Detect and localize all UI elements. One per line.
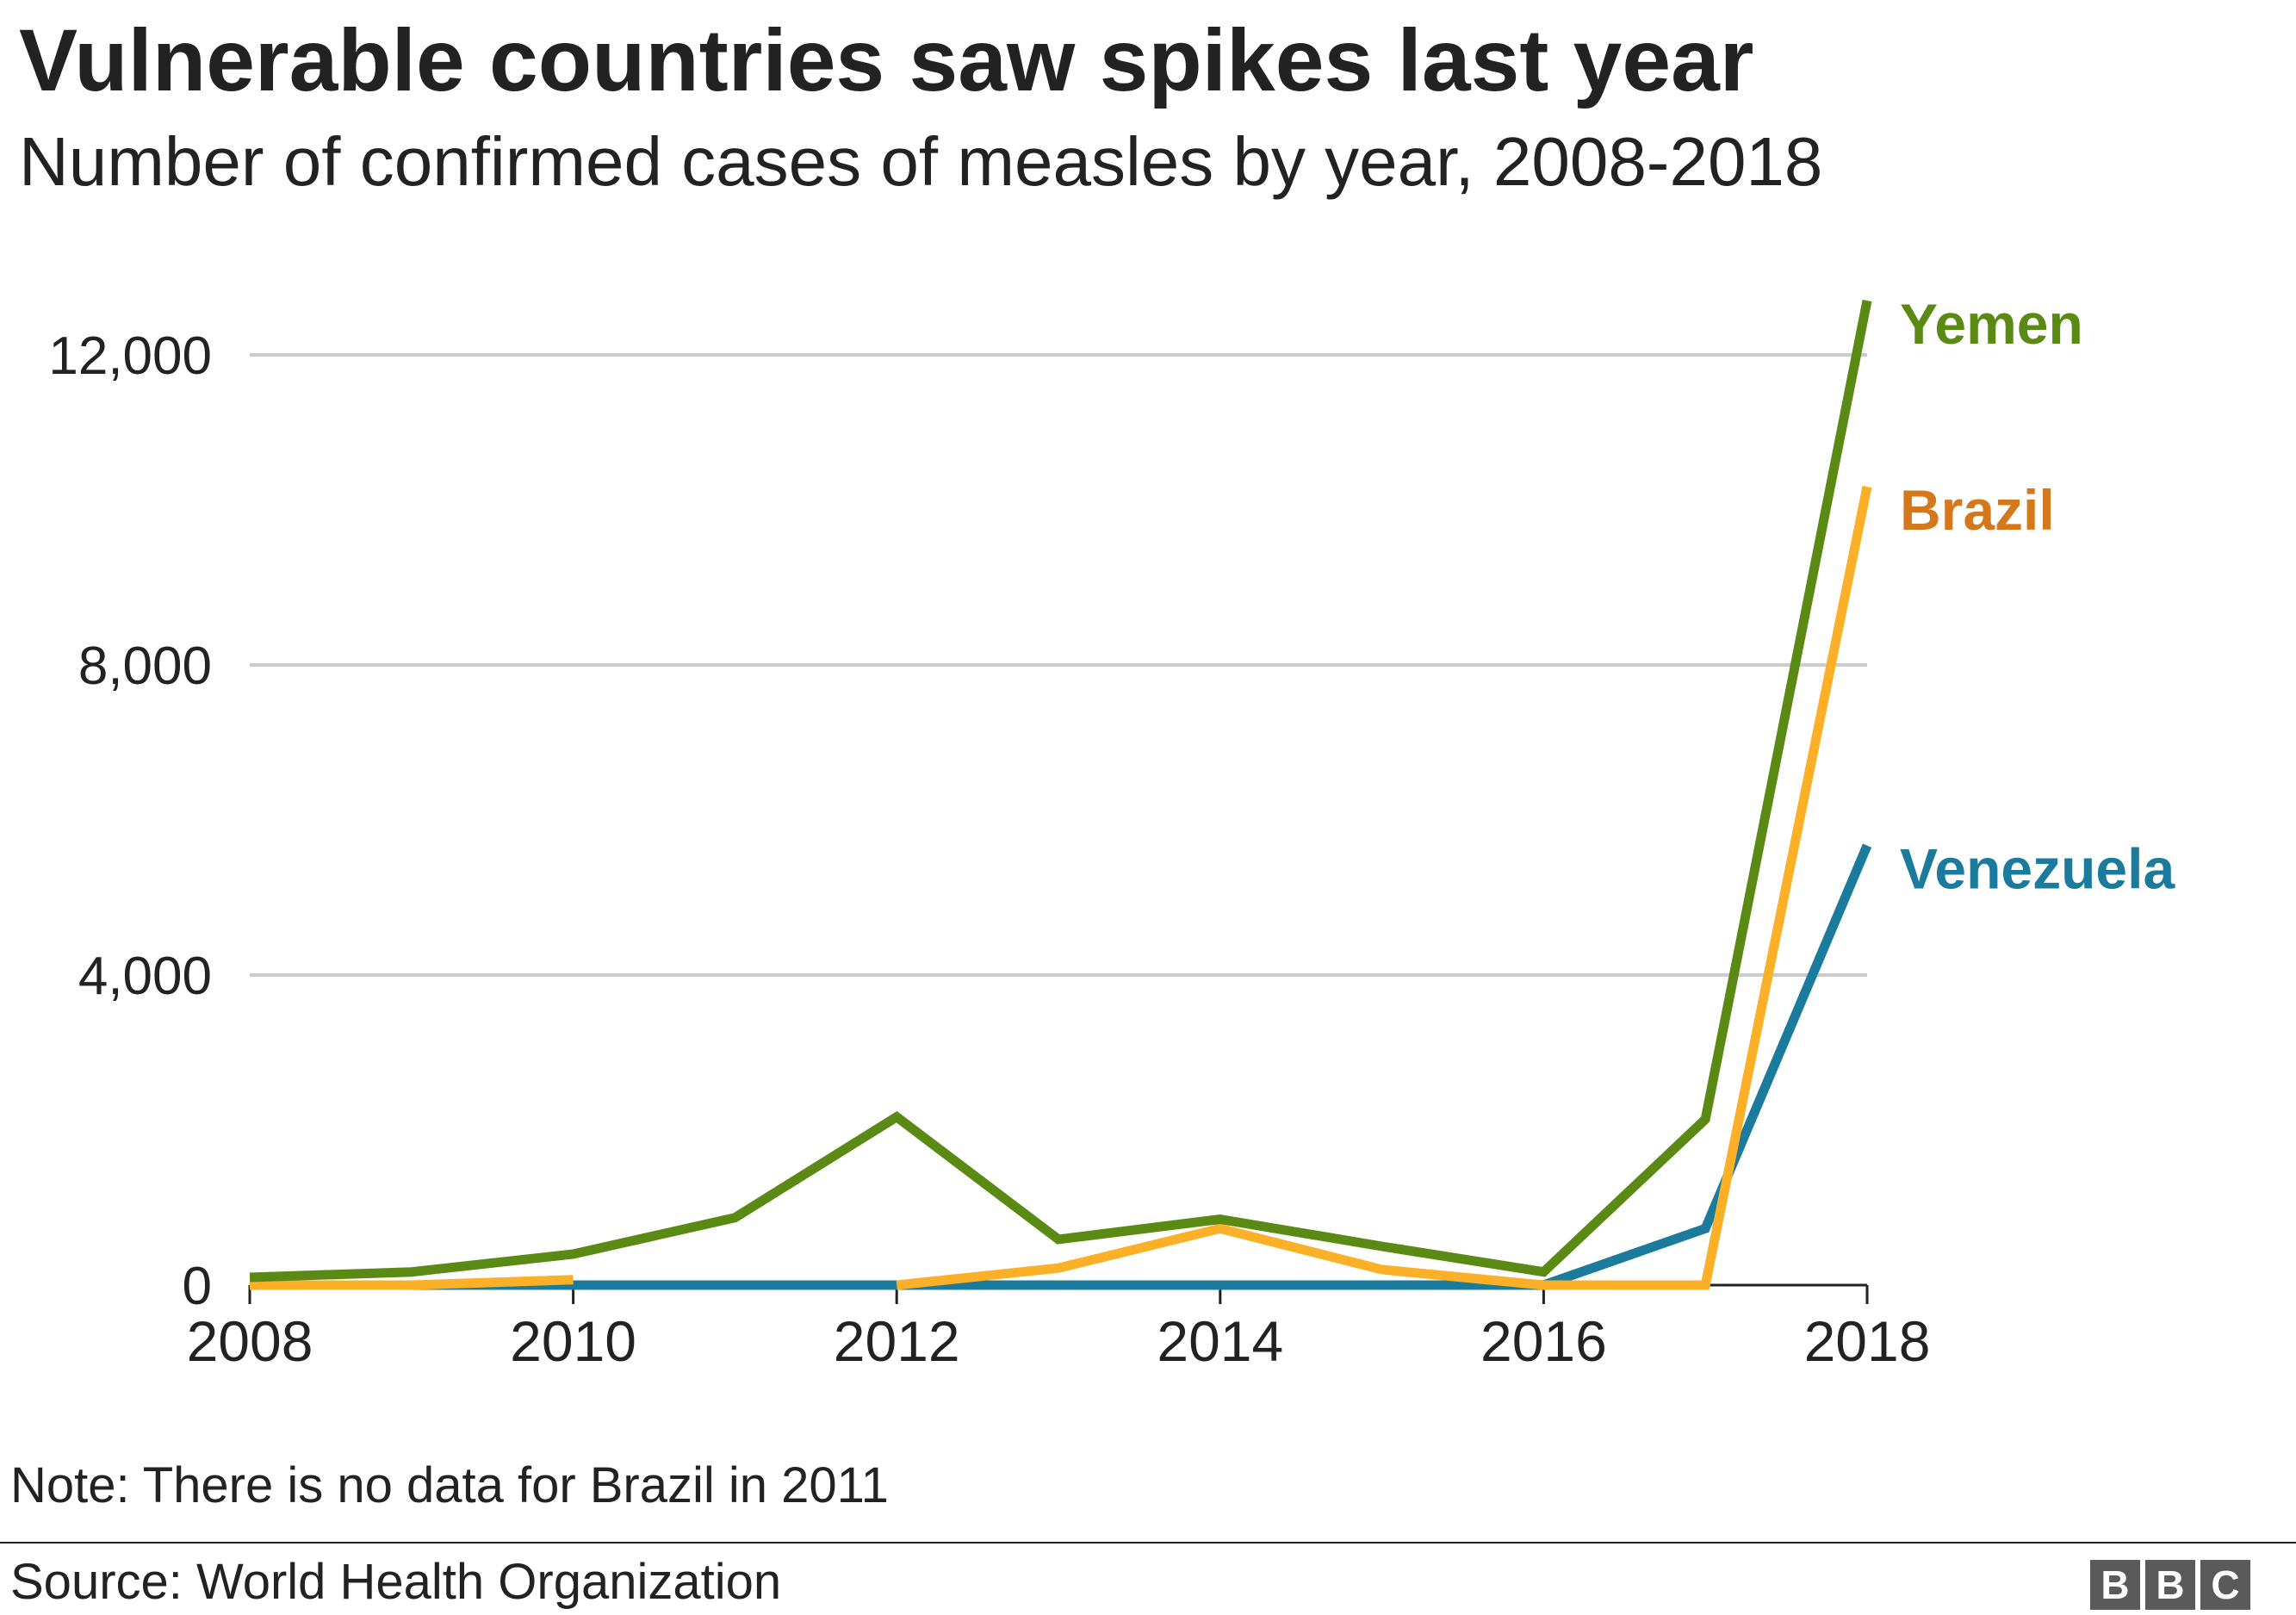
gridlines	[250, 353, 1867, 977]
footer-divider	[0, 1542, 2296, 1544]
series-labels: Yemen Brazil Venezuela	[1900, 292, 2175, 901]
x-tick-label: 2008	[187, 1309, 313, 1373]
y-tick-label: 4,000	[78, 947, 212, 1006]
x-tick-label: 2018	[1804, 1309, 1931, 1373]
chart-title: Vulnerable countries saw spikes last yea…	[19, 11, 1754, 109]
series-label-yemen: Yemen	[1900, 292, 2083, 356]
chart-note: Note: There is no data for Brazil in 201…	[10, 1457, 889, 1513]
y-tick-label: 12,000	[48, 326, 212, 386]
y-tick-label: 8,000	[78, 637, 212, 696]
x-axis: 2008 2010 2012 2014 2016 2018	[187, 1283, 1931, 1373]
chart-source: Source: World Health Organization	[10, 1554, 782, 1610]
bbc-logo-letter: B	[2145, 1560, 2195, 1610]
x-tick-label: 2010	[510, 1309, 636, 1373]
series-label-venezuela: Venezuela	[1900, 837, 2175, 901]
bbc-logo-letter: C	[2200, 1560, 2250, 1610]
series-line-brazil	[896, 485, 1872, 1290]
series-lines	[249, 299, 1872, 1290]
series-line-yemen	[249, 299, 1872, 1283]
x-tick-label: 2016	[1480, 1309, 1607, 1373]
x-tick-label: 2014	[1157, 1309, 1283, 1373]
y-tick-label: 0	[183, 1257, 212, 1316]
series-line-brazil	[250, 1275, 574, 1290]
chart-subtitle: Number of confirmed cases of measles by …	[19, 123, 1823, 200]
x-tick-label: 2012	[834, 1309, 960, 1373]
y-axis-tick-labels: 0 4,000 8,000 12,000	[48, 326, 212, 1316]
series-label-brazil: Brazil	[1900, 478, 2055, 542]
bbc-logo: B B C	[2090, 1560, 2250, 1610]
bbc-logo-letter: B	[2090, 1560, 2140, 1610]
series-line-venezuela	[250, 843, 1872, 1290]
